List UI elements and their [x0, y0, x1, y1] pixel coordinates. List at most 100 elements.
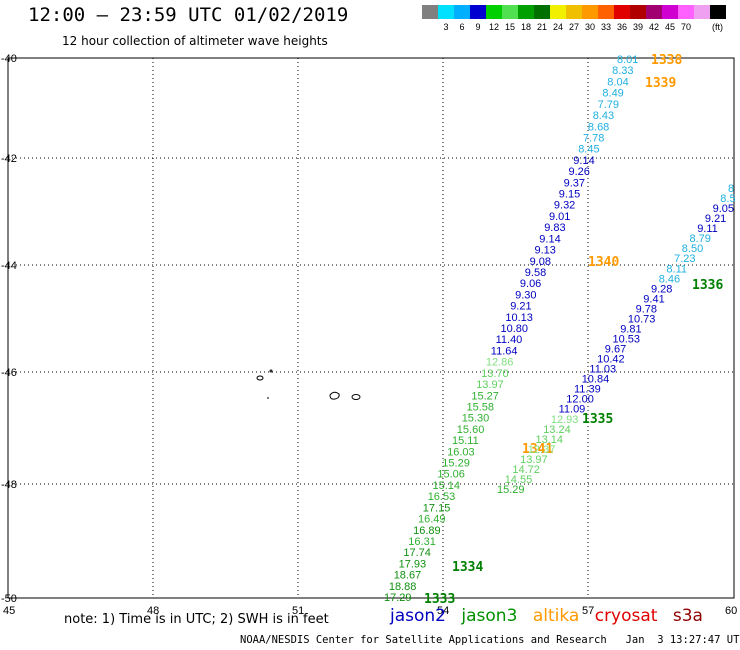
wave-height-value: 15.27: [471, 390, 499, 402]
wave-height-value: 14.72: [512, 464, 540, 476]
wave-height-value: 18.88: [389, 581, 417, 593]
wave-height-value: 9.08: [530, 256, 551, 268]
wave-height-value: 9.05: [713, 203, 734, 215]
wave-height-value: 16.89: [413, 525, 441, 537]
wave-height-value: 10.80: [501, 323, 529, 335]
wave-height-value: 9.21: [510, 301, 531, 313]
track-label: 1335: [582, 412, 613, 427]
legend-jason2: jason2: [390, 606, 446, 626]
wave-height-value: 12.37: [528, 444, 556, 456]
scale-swatch: [694, 5, 710, 19]
note-text: note: 1) Time is in UTC; 2) SWH is in fe…: [64, 612, 329, 627]
scale-label: 70: [681, 22, 691, 32]
wave-height-value: 8.79: [690, 233, 711, 245]
lon-label: 45: [3, 605, 15, 617]
lat-label: -50: [1, 593, 17, 605]
wave-height-value: 16.31: [408, 536, 436, 548]
wave-height-value: 15.06: [437, 469, 465, 481]
legend-altika: altika: [532, 606, 580, 626]
wave-height-value: 15.30: [462, 413, 490, 425]
wave-height-value: 8.68: [588, 121, 609, 133]
wave-height-value: 9.28: [651, 283, 672, 295]
wave-height-value: 10.73: [628, 313, 656, 325]
lat-label: -48: [1, 479, 17, 491]
wave-height-value: 15.29: [442, 458, 470, 470]
credit-line: NOAA/NESDIS Center for Satellite Applica…: [240, 634, 740, 646]
track-label: 1336: [692, 278, 723, 293]
wave-height-value: 8: [728, 183, 734, 195]
wave-height-value: 12.86: [486, 357, 514, 369]
wave-height-value: 9.06: [520, 278, 541, 290]
wave-height-value: 7.79: [598, 99, 619, 111]
wave-height-value: 13.24: [543, 424, 571, 436]
wave-height-value: 9.11: [697, 223, 718, 235]
wave-height-value: 9.30: [515, 289, 536, 301]
scale-label: 3: [444, 22, 449, 32]
wave-height-value: 17.15: [423, 502, 451, 514]
scale-label: 9: [476, 22, 481, 32]
legend-jason3: jason3: [461, 606, 518, 626]
lat-label: -40: [1, 53, 17, 65]
wave-height-value: 11.40: [496, 334, 523, 346]
scale-swatch: [454, 5, 470, 19]
lat-label: -46: [1, 367, 17, 379]
wave-height-value: 9.14: [573, 155, 594, 167]
wave-height-value: 9.32: [554, 200, 575, 212]
east-track-heights: 88.59.059.219.118.798.507.238.118.469.28…: [497, 183, 736, 496]
scale-label: 33: [601, 22, 611, 32]
scale-swatch: [678, 5, 694, 19]
scale-label: 42: [649, 22, 659, 32]
wave-height-value: 8.11: [666, 263, 687, 275]
wave-height-value: 16.53: [428, 491, 456, 503]
wave-height-value: 9.37: [564, 177, 585, 189]
wave-height-value: 15.14: [433, 480, 461, 492]
wave-height-value: 10.53: [613, 334, 641, 346]
wave-height-value: 16.49: [418, 514, 446, 526]
scale-swatch: [534, 5, 550, 19]
wave-height-value: 9.21: [705, 213, 726, 225]
wave-height-value: 11.39: [574, 384, 601, 396]
wave-height-value: 7.23: [674, 253, 695, 265]
lon-label: 57: [582, 605, 594, 617]
islands: [256, 369, 361, 400]
wave-height-value: 18.67: [394, 570, 422, 582]
wave-height-value: 9.58: [525, 267, 546, 279]
wave-height-value: 7.78: [583, 133, 604, 145]
track-label: 1334: [452, 560, 483, 575]
scale-label: 30: [585, 22, 595, 32]
scale-label: 18: [521, 22, 531, 32]
page-title: 12:00 — 23:59 UTC 01/02/2019: [28, 4, 349, 26]
lat-label: -42: [1, 153, 17, 165]
legend-s3a: s3a: [672, 606, 703, 626]
scale-swatch: [486, 5, 502, 19]
wave-height-value: 16.03: [447, 446, 475, 458]
wave-height-value: 9.26: [569, 166, 590, 178]
track-label: 1340: [588, 255, 619, 270]
wave-height-value: 9.83: [544, 222, 565, 234]
wave-height-value: 8.43: [593, 110, 614, 122]
scale-swatch: [566, 5, 582, 19]
scale-label: 21: [537, 22, 547, 32]
scale-label: 39: [633, 22, 643, 32]
wave-height-value: 10.13: [505, 312, 533, 324]
track-label: 1333: [424, 592, 455, 607]
wave-height-value: 13.70: [481, 368, 509, 380]
wave-height-value: 8.46: [659, 273, 680, 285]
wave-height-color-scale: 3 6 9 12 15 18 21 24 27 30 33 36 39 42 45 70 (ft): [422, 5, 726, 32]
wave-height-value: 15.60: [457, 424, 485, 436]
wave-height-value: 8.33: [612, 65, 633, 77]
wave-height-value: 15.11: [452, 435, 479, 447]
wave-height-value: 8.50: [682, 243, 703, 255]
scale-swatch: [550, 5, 566, 19]
wave-height-value: 11.09: [559, 404, 586, 416]
scale-label: 36: [617, 22, 627, 32]
wave-height-value: 9.67: [605, 344, 626, 356]
wave-height-value: 9.15: [559, 189, 580, 201]
scale-label: 12: [489, 22, 499, 32]
scale-label: 45: [665, 22, 675, 32]
wave-height-value: 12.93: [551, 414, 579, 426]
wave-height-value: 11.03: [589, 364, 616, 376]
page-subtitle: 12 hour collection of altimeter wave hei…: [62, 34, 328, 48]
wave-height-value: 13.97: [520, 454, 548, 466]
